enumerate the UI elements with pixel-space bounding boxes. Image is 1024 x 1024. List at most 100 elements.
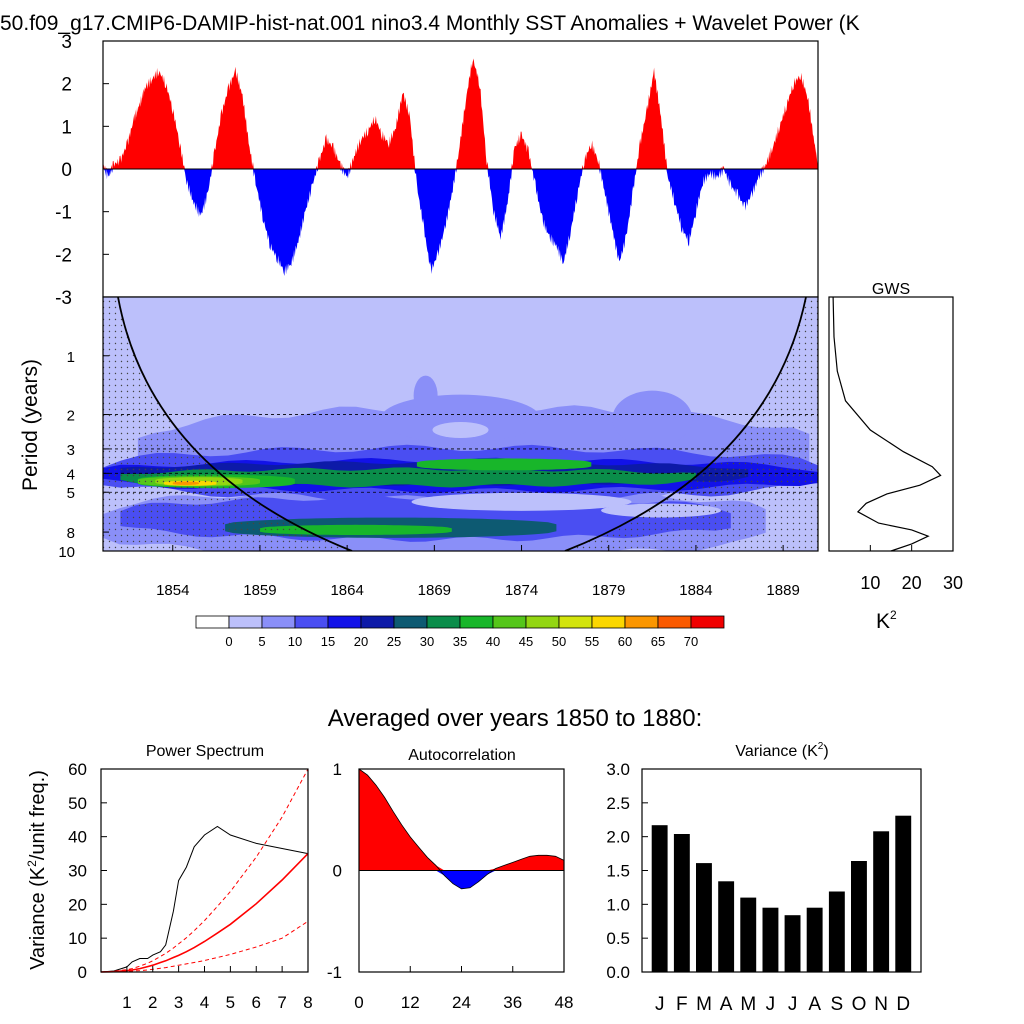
cone-of-influence-left — [117, 297, 353, 551]
variance-month-label: J — [766, 994, 776, 1015]
wavelet-ytick-label: 3 — [67, 442, 75, 459]
power-series-line — [100, 920, 309, 973]
autocorrelation-panel: Autocorrelation 1 0 -1 0 12 24 36 48 — [327, 747, 574, 1012]
variance-ytick-label: 2.0 — [606, 828, 630, 847]
power-series-line — [100, 768, 309, 973]
variance-bar — [851, 861, 867, 972]
colorbar-swatch — [525, 615, 560, 629]
variance-title: Variance (K2) — [735, 741, 828, 760]
ts-ytick-label: 1 — [61, 117, 72, 138]
ts-ytick-label: 0 — [61, 160, 72, 181]
autocorr-title: Autocorrelation — [408, 747, 516, 764]
variance-bar — [718, 881, 735, 972]
variance-bar — [784, 915, 801, 972]
wavelet-ytick-label: 4 — [67, 466, 75, 483]
wavelet-power-blob — [413, 375, 438, 416]
power-series-line — [100, 853, 309, 973]
autocorr-xtick-label: 36 — [503, 993, 522, 1012]
power-xtick-label: 8 — [303, 993, 312, 1012]
colorbar-swatch — [591, 615, 626, 629]
wavelet-ytick-label: 8 — [67, 525, 75, 542]
colorbar-swatch — [393, 615, 428, 629]
variance-ytick-label: 1.0 — [606, 895, 630, 914]
colorbar-label: 10 — [288, 634, 302, 649]
cone-left-hatch — [103, 297, 352, 551]
gws-xtick-label: 30 — [943, 573, 963, 593]
variance-bar — [740, 897, 757, 972]
anomaly-negative-area — [103, 169, 818, 276]
wavelet-xtick-label: 1884 — [679, 582, 712, 599]
colorbar-swatch — [558, 615, 593, 629]
colorbar-swatch — [261, 615, 296, 629]
gws-unit: K2 — [876, 608, 897, 633]
wavelet-ylabel: Period (years) — [19, 359, 42, 491]
power-xtick-label: 5 — [226, 993, 235, 1012]
colorbar-swatch — [327, 615, 362, 629]
power-spectrum-panel: Power Spectrum Variance (K2/unit freq.) … — [25, 743, 313, 1012]
colorbar-swatch — [228, 615, 263, 629]
variance-month-label: F — [676, 994, 688, 1015]
variance-month-label: J — [788, 994, 798, 1015]
autocorr-xtick-label: 24 — [452, 993, 471, 1012]
wavelet-xtick-label: 1879 — [592, 582, 625, 599]
power-xtick-label: 2 — [148, 993, 157, 1012]
power-ytick-label: 40 — [68, 828, 87, 847]
wavelet-xtick-label: 1864 — [330, 582, 363, 599]
autocorr-line — [358, 768, 565, 890]
colorbar-label: 30 — [420, 634, 434, 649]
autocorr-xtick-label: 48 — [555, 993, 574, 1012]
ts-ytick-label: 3 — [61, 32, 72, 53]
ts-ytick-label: 2 — [61, 75, 72, 96]
wavelet-xtick-label: 1874 — [505, 582, 538, 599]
colorbar-label: 45 — [519, 634, 533, 649]
ts-ytick-label: -3 — [55, 288, 72, 309]
colorbar-label: 25 — [387, 634, 401, 649]
colorbar-label: 65 — [651, 634, 665, 649]
variance-ytick-label: 3.0 — [606, 760, 630, 779]
cone-right-hatch — [565, 297, 818, 551]
colorbar-swatch — [657, 615, 692, 629]
wavelet-power-blob — [612, 390, 693, 447]
colorbar-swatch — [624, 615, 659, 629]
wavelet-power-band — [416, 458, 592, 471]
power-xtick-label: 1 — [122, 993, 131, 1012]
wavelet-panel: Period (years) 1 2 3 4 5 8 10 1854 1859 1864 1869… — [19, 296, 819, 599]
wavelet-frame — [102, 296, 819, 552]
figure-title: 50.f09_g17.CMIP6-DAMIP-hist-nat.001 nino… — [0, 12, 860, 35]
variance-bar — [873, 831, 890, 972]
colorbar-swatch — [492, 615, 527, 629]
autocorr-xtick-label: 12 — [401, 993, 420, 1012]
power-ytick-label: 0 — [78, 963, 87, 982]
colorbar-label: 15 — [321, 634, 335, 649]
autocorr-negative-area — [359, 870, 564, 889]
colorbar-swatch — [459, 615, 494, 629]
wavelet-ytick-label: 1 — [67, 349, 75, 366]
power-xtick-label: 7 — [277, 993, 286, 1012]
colorbar-swatch — [294, 615, 329, 629]
colorbar-label: 0 — [225, 634, 232, 649]
colorbar-label: 5 — [258, 634, 265, 649]
variance-month-label: D — [896, 994, 910, 1015]
autocorr-ytick-label: 1 — [333, 760, 342, 779]
wavelet-ytick-label: 5 — [67, 485, 75, 502]
variance-bar — [828, 891, 845, 972]
variance-month-label: O — [852, 994, 867, 1015]
colorbar-label: 35 — [453, 634, 467, 649]
power-title: Power Spectrum — [146, 743, 264, 760]
colorbar-swatch — [426, 615, 461, 629]
power-ytick-label: 50 — [68, 794, 87, 813]
gws-line — [832, 296, 942, 552]
power-xtick-label: 3 — [174, 993, 183, 1012]
colorbar-swatch — [690, 615, 725, 629]
colorbar-label: 70 — [684, 634, 698, 649]
power-ytick-label: 10 — [68, 929, 87, 948]
colorbar-label: 55 — [585, 634, 599, 649]
gws-frame — [828, 296, 954, 552]
variance-ytick-label: 1.5 — [606, 862, 630, 881]
gws-panel: GWS 10 20 30 K2 — [828, 281, 963, 633]
wavelet-xtick-label: 1854 — [156, 582, 189, 599]
gws-xtick-label: 10 — [860, 573, 880, 593]
power-ytick-label: 60 — [68, 760, 87, 779]
variance-ytick-label: 2.5 — [606, 794, 630, 813]
